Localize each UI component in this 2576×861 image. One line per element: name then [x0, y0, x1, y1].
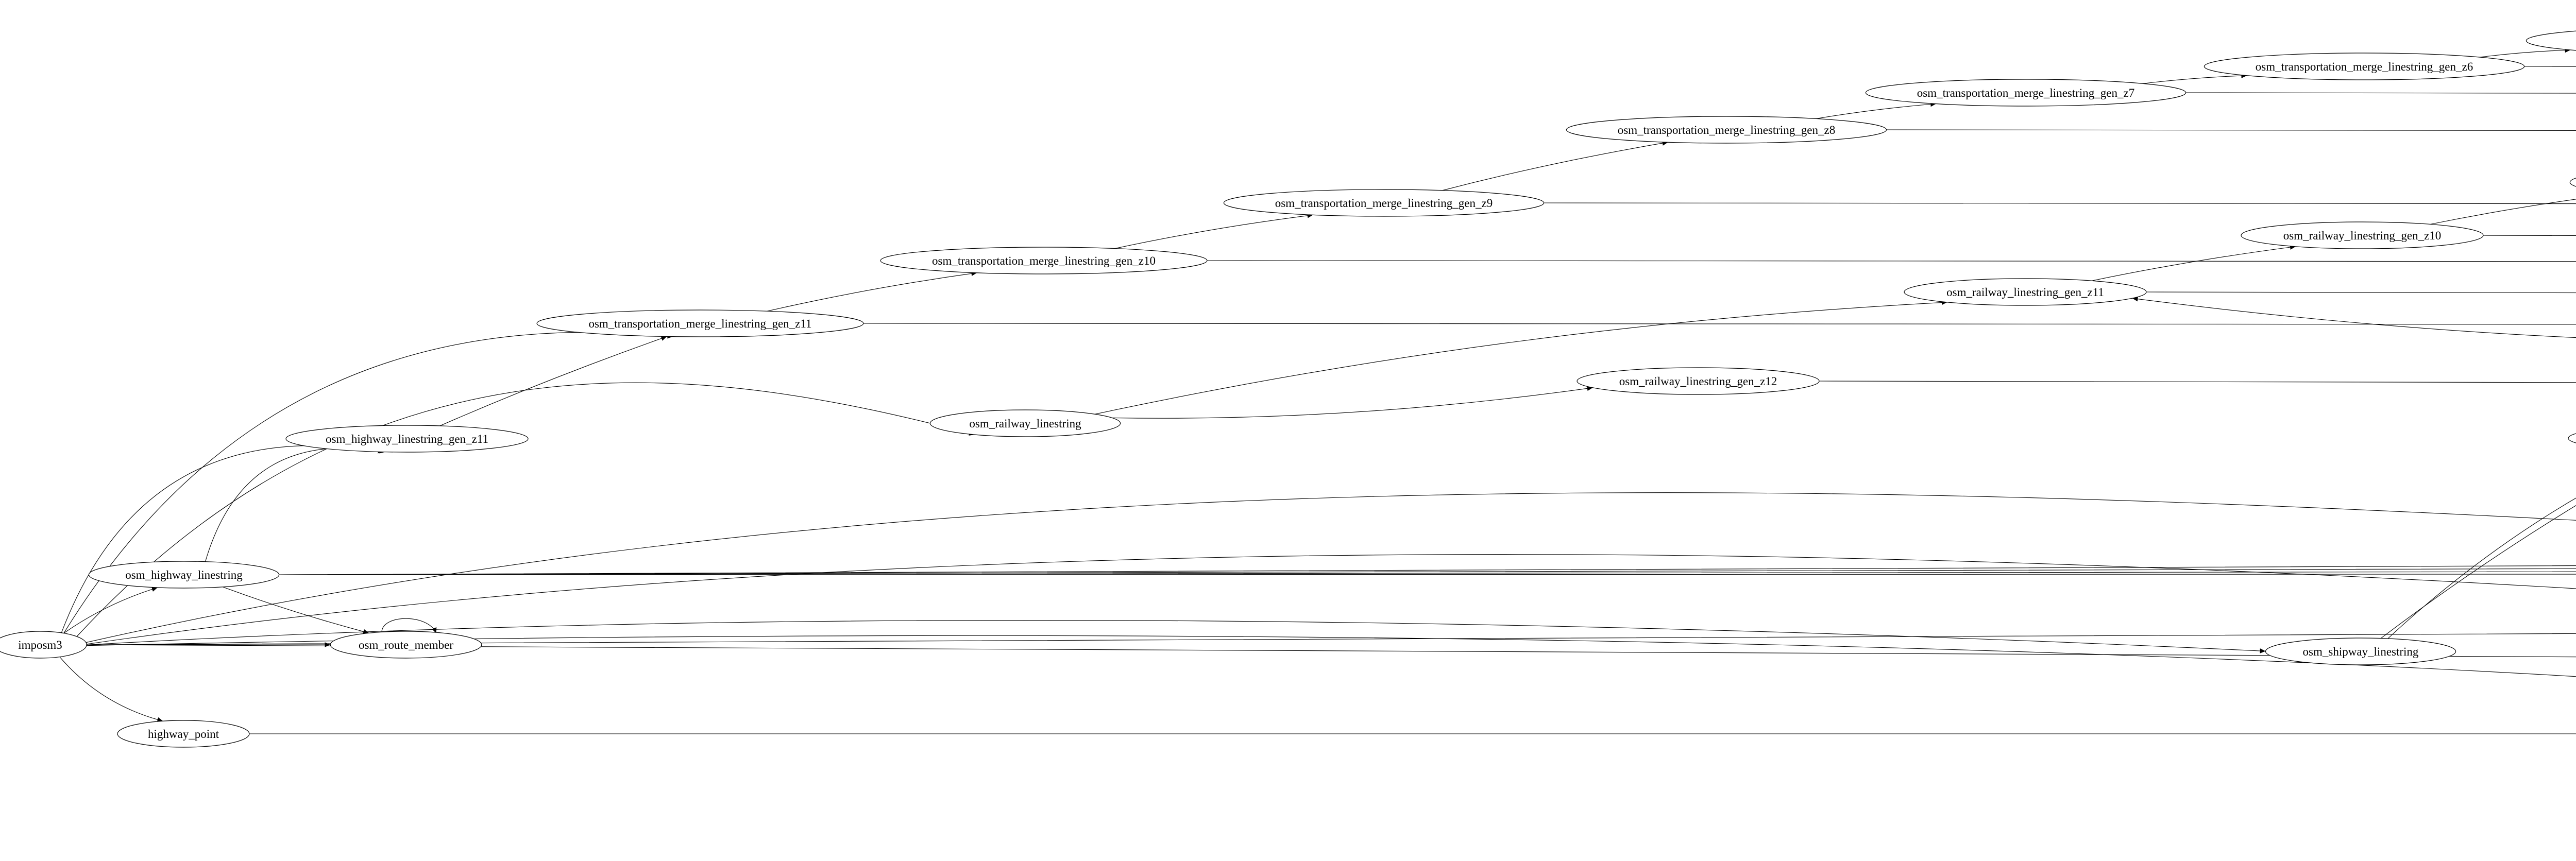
- svg-text:osm_railway_linestring_gen_z10: osm_railway_linestring_gen_z10: [2283, 229, 2442, 242]
- svg-text:osm_railway_linestring_gen_z12: osm_railway_linestring_gen_z12: [1619, 375, 1777, 388]
- svg-text:osm_transportation_merge_lines: osm_transportation_merge_linestring_gen_…: [2256, 60, 2473, 73]
- svg-text:osm_route_member: osm_route_member: [359, 639, 453, 651]
- svg-text:osm_transportation_merge_lines: osm_transportation_merge_linestring_gen_…: [1618, 124, 1835, 136]
- svg-text:osm_transportation_merge_lines: osm_transportation_merge_linestring_gen_…: [932, 254, 1156, 267]
- svg-text:imposm3: imposm3: [18, 639, 62, 651]
- svg-text:osm_highway_linestring: osm_highway_linestring: [125, 569, 243, 581]
- svg-text:osm_transportation_merge_lines: osm_transportation_merge_linestring_gen_…: [1275, 197, 1493, 210]
- svg-text:osm_transportation_merge_lines: osm_transportation_merge_linestring_gen_…: [588, 317, 811, 330]
- svg-text:osm_transportation_merge_lines: osm_transportation_merge_linestring_gen_…: [1917, 87, 2134, 99]
- svg-text:osm_highway_linestring_gen_z11: osm_highway_linestring_gen_z11: [326, 433, 488, 445]
- svg-text:osm_railway_linestring_gen_z11: osm_railway_linestring_gen_z11: [1946, 286, 2104, 299]
- svg-text:highway_point: highway_point: [148, 728, 219, 741]
- svg-text:osm_railway_linestring: osm_railway_linestring: [969, 417, 1081, 430]
- svg-text:osm_shipway_linestring: osm_shipway_linestring: [2303, 645, 2419, 658]
